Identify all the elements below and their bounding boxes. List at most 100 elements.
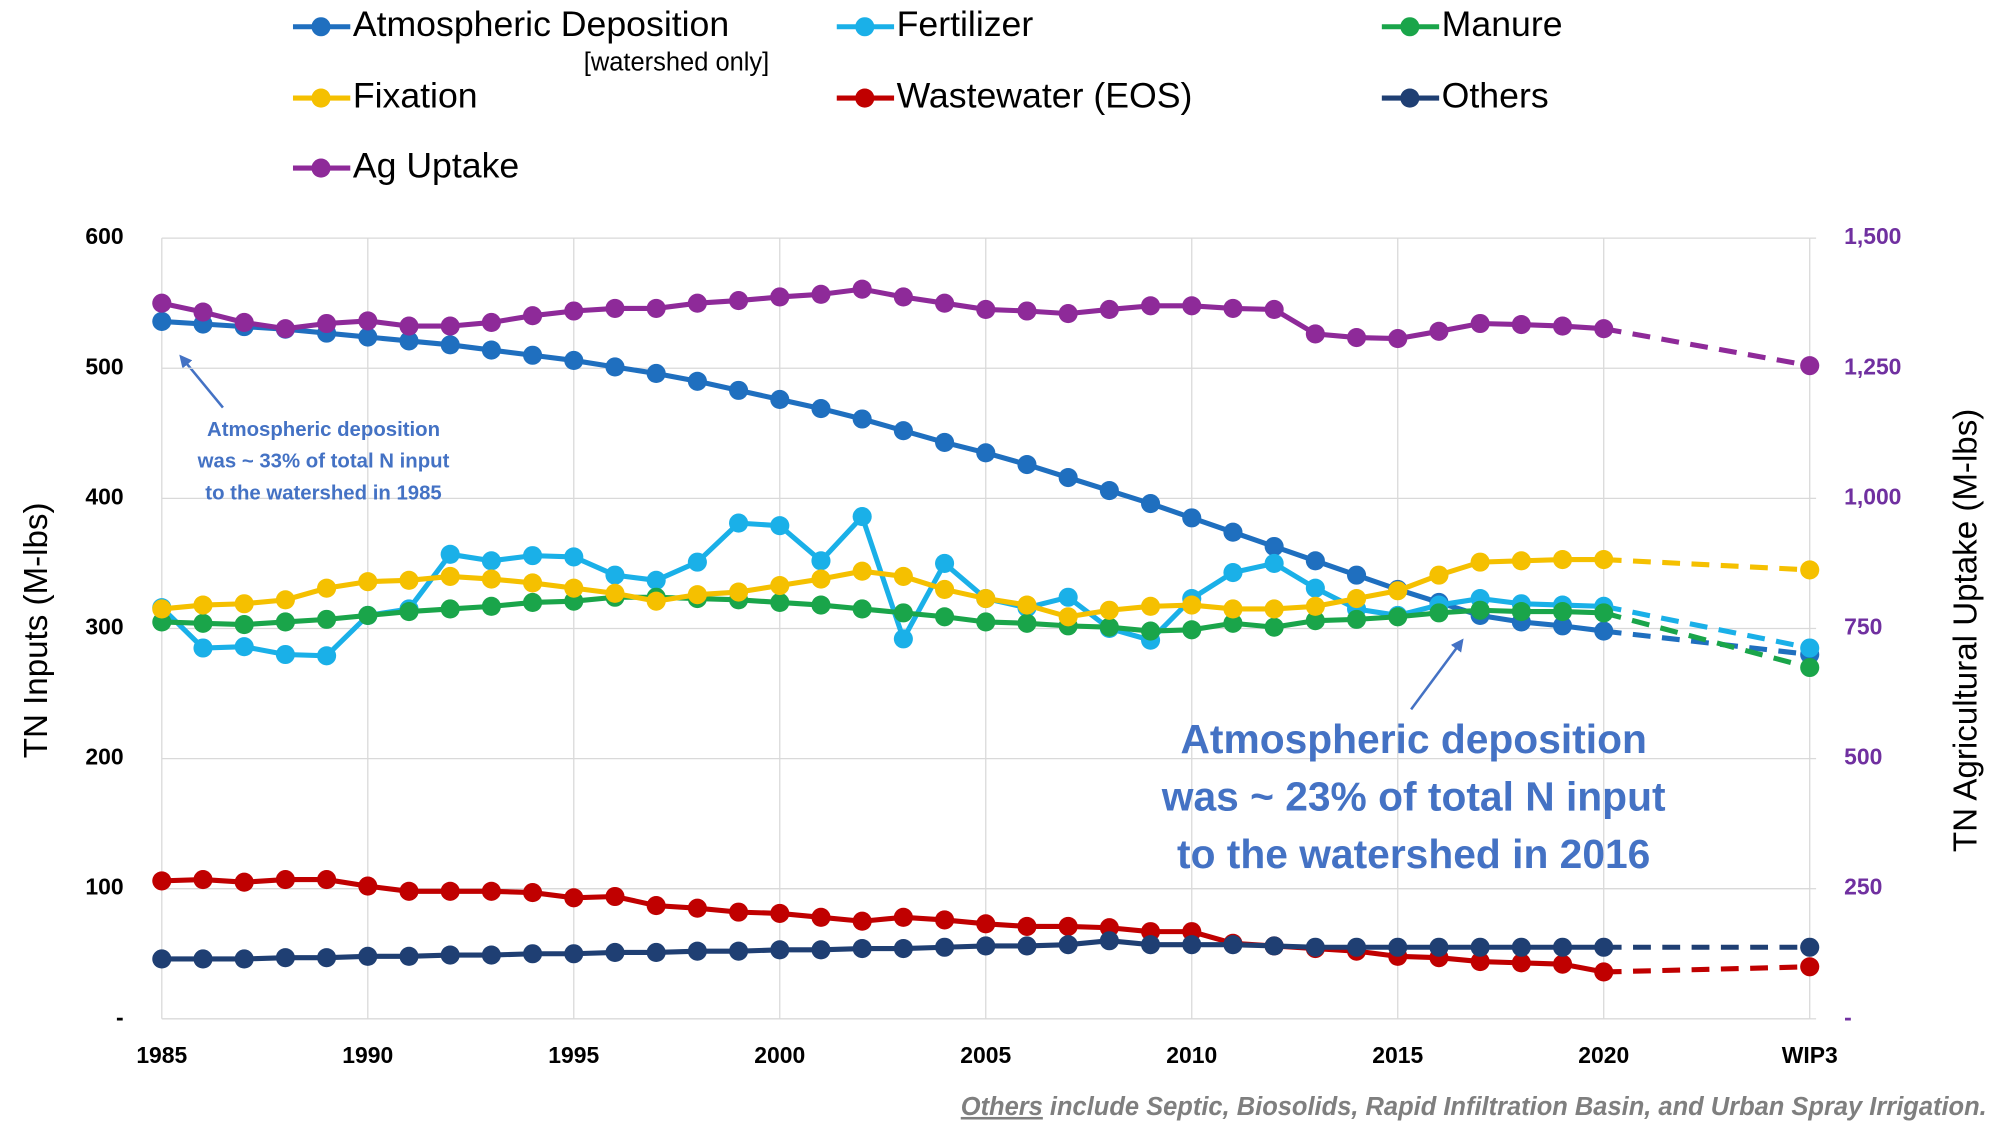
data-point: [687, 585, 707, 605]
data-point: [1182, 935, 1202, 955]
data-point: [935, 579, 955, 599]
data-point: [1264, 936, 1284, 956]
data-point: [1099, 617, 1119, 637]
data-point: [1800, 957, 1820, 977]
data-point: [1346, 937, 1367, 957]
data-point: [399, 946, 419, 966]
data-point: [1429, 321, 1449, 341]
data-point: [1223, 562, 1243, 583]
data-point: [1305, 611, 1325, 631]
data-point: [1141, 596, 1161, 616]
y2-tick-label: 1,500: [1844, 223, 1901, 249]
data-point: [1470, 600, 1490, 620]
data-point: [687, 898, 707, 918]
data-point: [687, 293, 707, 313]
data-point: [399, 316, 419, 336]
legend-marker: [311, 88, 331, 108]
data-point: [1058, 607, 1078, 627]
data-point: [1470, 952, 1490, 972]
data-point: [1264, 536, 1284, 557]
x-tick-label: 2020: [1578, 1042, 1629, 1068]
data-point: [1800, 560, 1820, 580]
data-point: [1388, 607, 1408, 627]
data-point: [770, 592, 790, 613]
data-point: [729, 291, 749, 311]
data-point: [1552, 602, 1573, 622]
data-point: [1470, 552, 1490, 572]
legend-marker: [311, 158, 331, 178]
data-point: [1058, 587, 1078, 607]
data-point: [770, 287, 790, 307]
data-point: [234, 872, 254, 892]
legend-label: Ag Uptake: [353, 146, 519, 186]
annotation: was ~ 23% of total N input: [1161, 774, 1666, 820]
legend-marker: [855, 88, 875, 108]
data-point: [399, 331, 419, 351]
data-point: [893, 629, 913, 649]
y-tick-label: 400: [85, 483, 123, 509]
y-tick-label: 100: [85, 874, 123, 900]
data-point: [564, 888, 584, 908]
data-point: [1594, 937, 1614, 957]
data-point: [234, 594, 254, 614]
data-point: [1511, 314, 1531, 335]
data-point: [564, 578, 584, 598]
data-point: [976, 914, 996, 934]
data-point: [1264, 599, 1284, 619]
data-point: [358, 572, 378, 592]
data-point: [358, 876, 378, 896]
data-point: [1800, 937, 1820, 957]
data-point: [729, 380, 749, 400]
footnote: Others include Septic, Biosolids, Rapid …: [961, 1093, 1987, 1121]
annotation: to the watershed in 2016: [1177, 831, 1650, 877]
x-tick-label: 1990: [342, 1042, 393, 1068]
data-point: [399, 881, 419, 901]
annotation-arrow: [179, 354, 224, 409]
data-point: [1470, 937, 1490, 957]
data-point: [811, 907, 831, 927]
data-point: [275, 948, 295, 968]
data-point: [193, 613, 213, 633]
data-point: [523, 944, 543, 964]
data-point: [811, 595, 831, 615]
data-point: [193, 870, 213, 890]
data-point: [976, 612, 996, 632]
data-point: [1058, 916, 1078, 936]
data-point: [893, 421, 913, 441]
data-point: [646, 363, 666, 384]
data-point: [564, 301, 584, 321]
data-point: [523, 306, 543, 326]
data-point: [1800, 356, 1820, 376]
y2-tick-label: 1,000: [1844, 483, 1901, 509]
projection-line: [1603, 326, 1811, 369]
data-point: [1305, 551, 1325, 571]
annotation: Atmospheric deposition: [1180, 716, 1646, 762]
data-point: [193, 595, 213, 615]
data-point: [564, 350, 584, 371]
data-point: [1552, 549, 1573, 570]
data-point: [1552, 954, 1573, 974]
data-point: [1017, 595, 1037, 615]
y-tick-label: 500: [85, 353, 123, 379]
data-point: [605, 298, 625, 318]
data-point: [1305, 578, 1325, 598]
data-point: [1017, 301, 1037, 321]
data-point: [1388, 329, 1408, 349]
data-point: [358, 605, 378, 626]
y-axis-title: TN Inputs (M-lbs): [18, 503, 55, 759]
data-point: [1346, 565, 1367, 585]
data-point: [1552, 937, 1573, 957]
data-point: [1058, 935, 1078, 955]
data-point: [811, 551, 831, 571]
data-point: [935, 910, 955, 930]
data-point: [440, 316, 460, 336]
data-point: [193, 949, 213, 969]
data-point: [1017, 916, 1037, 936]
data-point: [893, 603, 913, 623]
data-point: [1305, 937, 1325, 957]
data-point: [852, 911, 872, 931]
data-point: [564, 547, 584, 567]
data-point: [852, 938, 872, 959]
data-point: [358, 946, 378, 966]
data-point: [1099, 600, 1119, 620]
